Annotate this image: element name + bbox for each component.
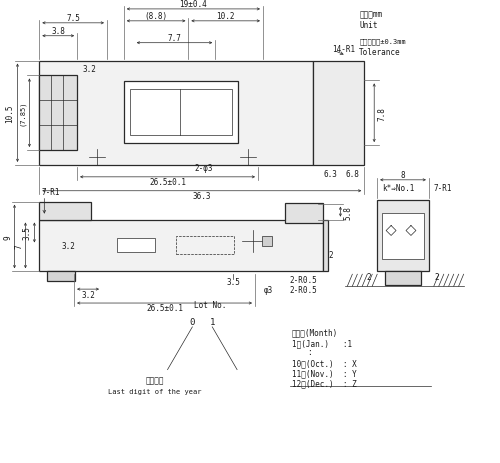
Text: 西層末尾: 西層末尾 bbox=[146, 375, 164, 384]
Text: 2: 2 bbox=[367, 272, 372, 281]
Bar bbox=[382, 213, 424, 260]
Bar bbox=[377, 200, 429, 272]
Text: 1: 1 bbox=[210, 318, 215, 327]
Text: 7-R1: 7-R1 bbox=[434, 184, 452, 193]
Text: 3.2: 3.2 bbox=[81, 290, 95, 299]
Text: 26.5±0.1: 26.5±0.1 bbox=[149, 178, 186, 187]
Text: 8: 8 bbox=[400, 171, 406, 180]
Text: (8.8): (8.8) bbox=[144, 13, 168, 21]
Text: Tolerance: Tolerance bbox=[360, 48, 401, 57]
Bar bbox=[40, 202, 91, 220]
Text: k*⇒No.1: k*⇒No.1 bbox=[382, 184, 414, 193]
Bar bbox=[40, 220, 323, 272]
Bar bbox=[285, 203, 323, 223]
Text: 2: 2 bbox=[328, 250, 333, 259]
Bar bbox=[385, 272, 421, 286]
Text: 製造月(Month): 製造月(Month) bbox=[292, 328, 338, 337]
Bar bbox=[176, 237, 234, 255]
Text: 7.8: 7.8 bbox=[378, 106, 386, 120]
Bar bbox=[124, 82, 238, 144]
Bar bbox=[40, 62, 312, 166]
Text: 3.8: 3.8 bbox=[52, 27, 65, 36]
Text: 36.3: 36.3 bbox=[192, 192, 211, 201]
Text: 7: 7 bbox=[15, 244, 24, 248]
Text: 0: 0 bbox=[190, 318, 195, 327]
Text: 3.2: 3.2 bbox=[61, 241, 75, 250]
Text: 26.5±0.1: 26.5±0.1 bbox=[146, 304, 183, 313]
Text: 単位：mm: 単位：mm bbox=[360, 10, 382, 19]
Text: 12月(Dec.)  : Z: 12月(Dec.) : Z bbox=[292, 378, 356, 387]
Text: 6.8: 6.8 bbox=[346, 170, 360, 179]
Text: Lot No.: Lot No. bbox=[194, 300, 226, 309]
Text: 7.7: 7.7 bbox=[168, 34, 181, 43]
Text: Last digit of the year: Last digit of the year bbox=[108, 388, 202, 394]
Text: 3.2: 3.2 bbox=[82, 65, 96, 74]
Text: 14-R1: 14-R1 bbox=[332, 45, 355, 54]
Text: 2: 2 bbox=[434, 272, 439, 281]
Bar bbox=[48, 272, 75, 282]
Text: 3.5: 3.5 bbox=[23, 226, 32, 240]
Bar bbox=[312, 62, 364, 166]
Text: 2-R0.5: 2-R0.5 bbox=[290, 275, 318, 284]
Text: 10.5: 10.5 bbox=[5, 104, 14, 123]
Text: 3.5: 3.5 bbox=[226, 277, 240, 286]
Bar bbox=[130, 90, 232, 136]
Bar bbox=[262, 237, 272, 247]
Text: 10月(Oct.)  : X: 10月(Oct.) : X bbox=[292, 358, 356, 367]
Text: 9: 9 bbox=[3, 235, 12, 239]
Text: φ3: φ3 bbox=[264, 285, 272, 294]
Text: 11月(Nov.)  : Y: 11月(Nov.) : Y bbox=[292, 368, 356, 377]
Text: 19±0.4: 19±0.4 bbox=[180, 0, 207, 9]
Text: 6.3: 6.3 bbox=[324, 170, 338, 179]
Bar bbox=[117, 239, 154, 253]
Text: 5.8: 5.8 bbox=[344, 205, 353, 219]
Text: 7-R1: 7-R1 bbox=[42, 188, 60, 197]
Text: 1月(Jan.)   :1: 1月(Jan.) :1 bbox=[292, 338, 352, 348]
Text: 2-φ3: 2-φ3 bbox=[194, 164, 212, 173]
Bar bbox=[322, 220, 328, 272]
Text: 10.2: 10.2 bbox=[216, 13, 235, 21]
Text: (7.85): (7.85) bbox=[19, 101, 26, 126]
Bar bbox=[40, 76, 77, 150]
Text: 7.5: 7.5 bbox=[66, 14, 80, 23]
Text: :: : bbox=[306, 347, 312, 357]
Text: Unit: Unit bbox=[360, 21, 378, 30]
Text: 一般公差：±0.3mm: 一般公差：±0.3mm bbox=[360, 38, 406, 45]
Text: 2-R0.5: 2-R0.5 bbox=[290, 285, 318, 294]
